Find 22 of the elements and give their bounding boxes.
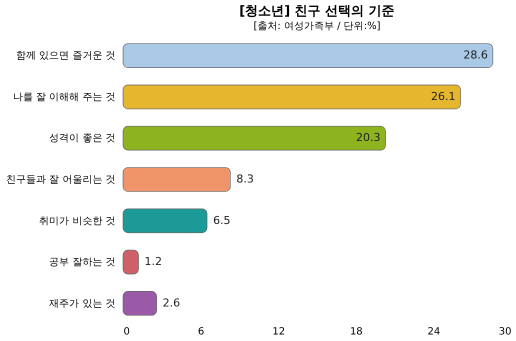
data-label: 26.1 (431, 90, 456, 103)
y-tick-label: 친구들과 잘 어울리는 것 (6, 174, 116, 186)
data-label: 28.6 (463, 48, 488, 62)
y-tick-label: 성격이 좋은 것 (49, 133, 116, 144)
data-label: 6.5 (213, 214, 231, 227)
chart-title: [청소년] 친구 선택의 기준 (239, 4, 395, 19)
y-tick-label: 공부 잘하는 것 (49, 257, 116, 268)
x-tick-label: 6 (198, 326, 204, 338)
data-label: 8.3 (236, 172, 254, 186)
x-tick-label: 24 (428, 326, 440, 338)
chart-subtitle: [출처: 여성가족부 / 단위:%] (254, 21, 381, 32)
x-tick-label: 0 (124, 326, 130, 338)
data-label: 20.3 (356, 131, 381, 144)
x-tick-label: 18 (350, 326, 363, 338)
y-tick-label: 취미가 비슷한 것 (39, 216, 116, 227)
data-label: 2.6 (162, 296, 180, 310)
x-tick-label: 30 (498, 326, 512, 338)
data-label: 1.2 (144, 255, 162, 268)
y-tick-label: 함께 있으면 즐거운 것 (16, 50, 116, 62)
y-tick-label: 재주가 있는 것 (49, 298, 116, 310)
x-tick-label: 12 (272, 326, 286, 338)
y-tick-label: 나를 잘 이해해 주는 것 (12, 92, 116, 103)
